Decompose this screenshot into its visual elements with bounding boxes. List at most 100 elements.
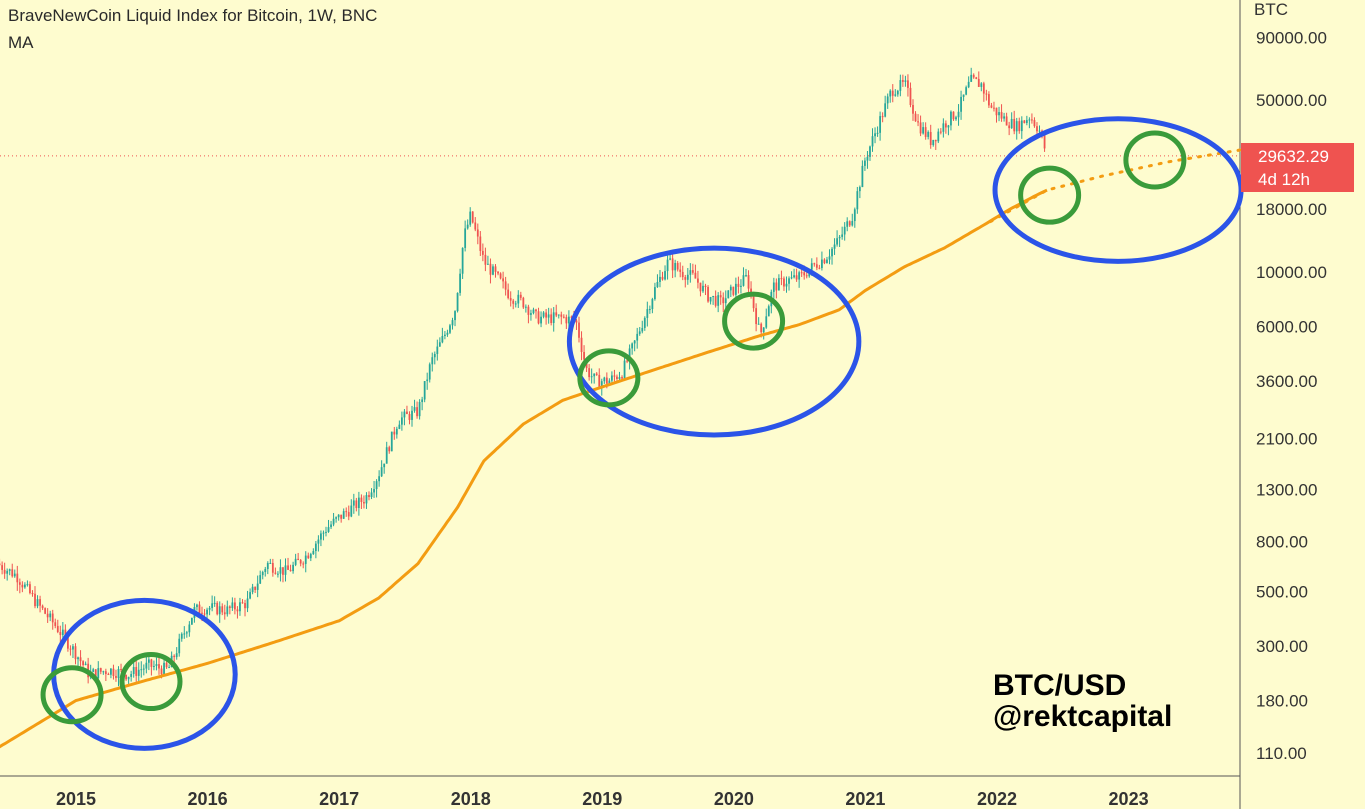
- candle-body: [722, 297, 725, 304]
- candle-body: [542, 312, 545, 317]
- candle-body: [241, 602, 244, 604]
- candle-body: [565, 317, 568, 324]
- candle-body: [583, 351, 585, 360]
- candle-body: [985, 93, 988, 95]
- candle-body: [84, 663, 87, 666]
- candle-body: [530, 313, 532, 315]
- candle-body: [1005, 116, 1008, 126]
- bar-countdown: 4d 12h: [1258, 170, 1310, 189]
- candle-body: [904, 80, 907, 82]
- candle-body: [876, 132, 879, 134]
- candle-body: [456, 292, 459, 312]
- candle-body: [977, 78, 980, 87]
- candle-body: [717, 295, 720, 306]
- candle-body: [560, 314, 563, 317]
- candle-body: [469, 211, 472, 225]
- candle-body: [891, 90, 894, 96]
- candle-body: [1003, 116, 1005, 119]
- candle-body: [724, 298, 727, 304]
- candle-body: [476, 229, 479, 237]
- candle-body: [1028, 119, 1031, 121]
- candle-body: [793, 275, 795, 278]
- candle-body: [487, 263, 489, 265]
- watermark-pair: BTC/USD: [993, 669, 1127, 702]
- last-price-badge: 29632.29 4d 12h: [1241, 143, 1354, 192]
- candle-body: [1038, 130, 1041, 132]
- candle-body: [899, 80, 902, 91]
- candle-body: [441, 335, 444, 343]
- candle-body: [545, 312, 548, 318]
- candle-body: [762, 327, 765, 333]
- candle-body: [960, 96, 962, 112]
- x-tick-label: 2016: [188, 789, 228, 809]
- candle-body: [330, 524, 332, 528]
- candle-body: [853, 209, 856, 222]
- candle-body: [1020, 120, 1023, 132]
- candle-body: [1025, 120, 1028, 123]
- candle-body: [810, 263, 813, 270]
- candle-body: [590, 376, 593, 378]
- candle-body: [702, 285, 704, 292]
- candle-body: [798, 272, 801, 280]
- candle-body: [1043, 135, 1046, 149]
- candle-body: [82, 661, 84, 666]
- candle-body: [929, 131, 932, 146]
- candle-body: [428, 364, 431, 380]
- candle-body: [16, 573, 19, 583]
- candle-body: [304, 555, 307, 564]
- candle-body: [917, 121, 919, 123]
- candle-body: [659, 276, 661, 282]
- candle-body: [249, 592, 251, 599]
- candle-body: [919, 122, 922, 134]
- x-tick-label: 2021: [845, 789, 885, 809]
- candle-body: [982, 83, 985, 94]
- candle-body: [325, 531, 327, 533]
- candle-body: [980, 83, 983, 87]
- candle-body: [345, 511, 348, 513]
- candle-body: [937, 131, 940, 142]
- candle-body: [302, 563, 305, 565]
- candle-body: [661, 276, 664, 280]
- candle-body: [395, 428, 398, 435]
- ma-touch-circle: [119, 652, 183, 712]
- candle-body: [3, 569, 6, 574]
- candle-body: [489, 263, 492, 275]
- candle-body: [274, 572, 277, 574]
- candle-body: [864, 160, 866, 166]
- candle-body: [188, 624, 191, 633]
- candle-body: [451, 320, 454, 326]
- candle-body: [64, 629, 67, 636]
- candle-body: [6, 570, 9, 574]
- candle-body: [1010, 118, 1013, 129]
- candle-body: [347, 512, 350, 517]
- candle-body: [317, 539, 320, 544]
- candle-body: [697, 278, 699, 283]
- candle-body: [616, 376, 618, 379]
- candle-body: [433, 353, 436, 358]
- currency-label: BTC: [1254, 0, 1288, 19]
- candle-body: [737, 283, 740, 287]
- support-zone-ellipse: [51, 597, 238, 751]
- candle-body: [800, 272, 803, 274]
- candle-body: [421, 399, 424, 403]
- candle-body: [216, 602, 219, 615]
- candle-body: [866, 156, 869, 161]
- support-zone-ellipse: [566, 245, 862, 438]
- candle-body: [190, 617, 193, 625]
- candle-body: [641, 327, 644, 332]
- candle-body: [499, 273, 502, 279]
- candle-body: [41, 605, 44, 609]
- candle-body: [823, 259, 826, 264]
- candle-body: [110, 668, 112, 675]
- candle-body: [699, 282, 702, 292]
- candle-body: [775, 282, 778, 291]
- candle-body: [813, 263, 816, 265]
- candle-body: [562, 316, 565, 318]
- candle-body: [514, 303, 517, 305]
- candle-body: [279, 567, 282, 574]
- candle-body: [31, 593, 34, 595]
- candle-body: [264, 568, 267, 573]
- candle-body: [1033, 120, 1036, 127]
- x-tick-label: 2020: [714, 789, 754, 809]
